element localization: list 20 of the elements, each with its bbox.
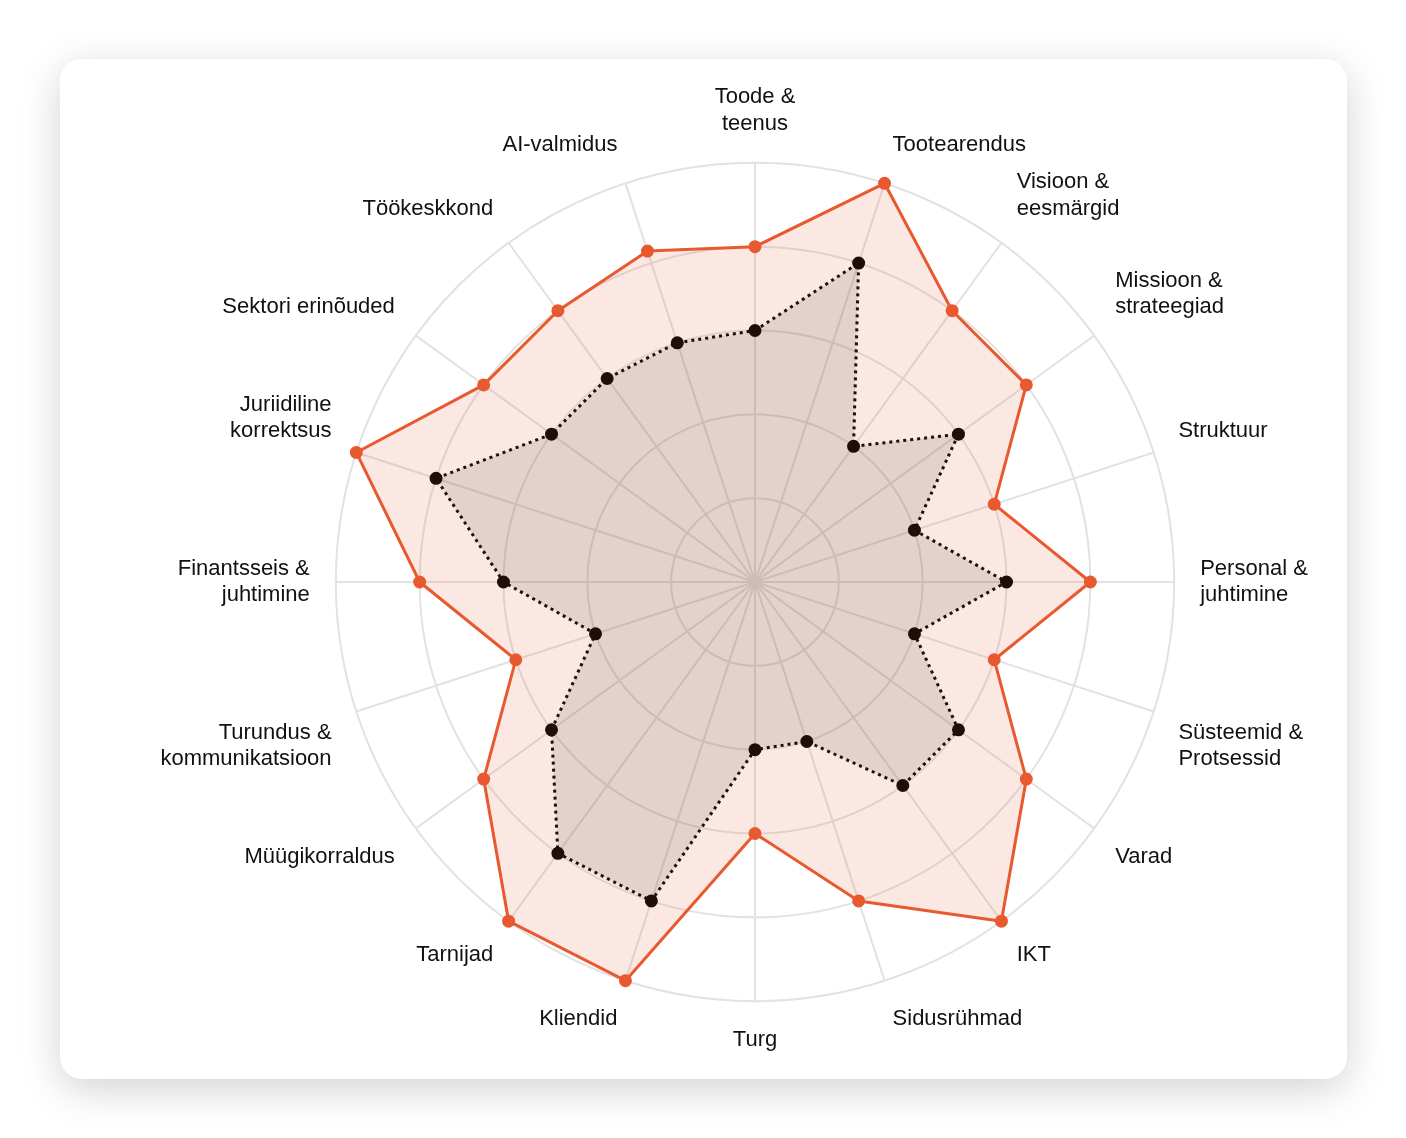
spoke-label: Turundus & kommunikatsioon <box>160 718 332 771</box>
spoke-label: Personal & juhtimine <box>1199 554 1309 607</box>
spoke-label: AI-valmidus <box>502 131 618 157</box>
spoke-label: Sektori erinõuded <box>222 293 395 319</box>
spoke-label: Tarnijad <box>416 941 494 967</box>
spoke-label: Turg <box>732 1026 778 1052</box>
spoke-label: Finantsseis & juhtimine <box>177 554 311 607</box>
spoke-label: Varad <box>1115 842 1173 868</box>
spoke-label: Struktuur <box>1178 417 1268 443</box>
spoke-label: Süsteemid & Protsessid <box>1178 718 1304 771</box>
spoke-label: IKT <box>1016 941 1051 967</box>
spoke-label: Visioon & eesmärgid <box>1016 168 1120 220</box>
spoke-label: Juriidiline korrektsus <box>230 390 332 443</box>
spoke-label: Kliendid <box>539 1004 618 1030</box>
spoke-label: Töökeskkond <box>362 194 494 220</box>
spoke-label: Sidusrühmad <box>892 1004 1023 1030</box>
spoke-label: Müügikorraldus <box>244 842 395 868</box>
spoke-label: Toode & teenus <box>714 83 796 135</box>
spoke-label: Missioon & strateegiad <box>1115 266 1225 319</box>
spoke-label: Tootearendus <box>892 131 1026 157</box>
